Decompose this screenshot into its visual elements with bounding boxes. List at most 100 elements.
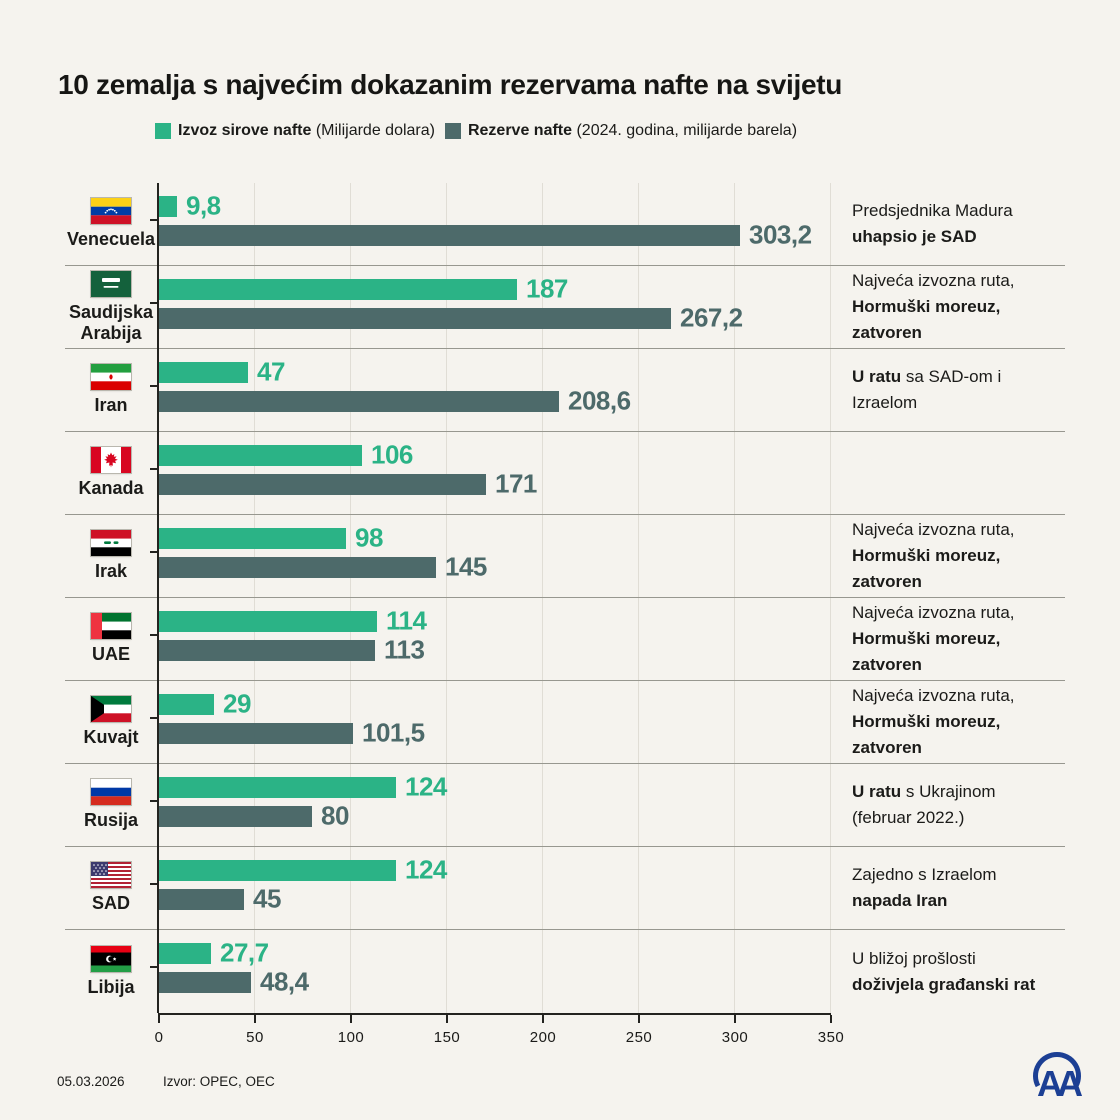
note-line: napada Iran (852, 891, 948, 910)
reserves-value-label: 113 (384, 634, 425, 665)
x-tick-label: 350 (817, 1029, 845, 1046)
reserves-value-label: 80 (321, 800, 349, 831)
source-label: Izvor: OPEC, OEC (163, 1074, 275, 1089)
export-bar: 124 (158, 854, 447, 884)
x-tick-mark (254, 1015, 256, 1023)
export-bar: 47 (158, 356, 285, 386)
export-value-label: 47 (257, 356, 285, 387)
export-value-label: 27,7 (220, 937, 269, 968)
export-bar: 98 (158, 522, 383, 552)
country-note: U ratu s Ukrajinom (februar 2022.) (852, 779, 1065, 831)
x-tick-label: 300 (721, 1029, 749, 1046)
reserves-swatch-icon (444, 123, 461, 139)
plot-cell: 124 45 (150, 847, 830, 929)
row-tick (150, 634, 158, 636)
note-line: Hormuški moreuz, (852, 546, 1001, 565)
plot-cell: 187 267,2 (150, 266, 830, 348)
gridline (830, 183, 831, 1013)
country-note: Najveća izvozna ruta, Hormuški moreuz, zat… (852, 600, 1065, 678)
country-note: U bližoj prošlosti doživjela građanski ra… (852, 946, 1065, 998)
export-bar: 27,7 (158, 937, 269, 967)
note-line: U bližoj prošlosti (852, 948, 976, 968)
reserves-bar: 113 (158, 634, 425, 664)
x-tick-label: 100 (337, 1029, 365, 1046)
country-label-cell: Rusija (65, 764, 157, 846)
gridline (254, 183, 255, 1013)
x-tick-mark (638, 1015, 640, 1023)
note-line: Najveća izvozna ruta, (852, 271, 1015, 290)
table-row: Rusija 124 80 U ratu s Ukrajinom (februar 20… (65, 764, 1065, 847)
x-tick-label: 0 (154, 1029, 164, 1046)
plot-cell: 9,8 303,2 (150, 183, 830, 265)
gridline (350, 183, 351, 1013)
y-axis-line (157, 183, 159, 1013)
x-tick-label: 50 (246, 1029, 264, 1046)
table-row: Iran 47 208,6 U ratu sa SAD-om i Izraelom (65, 349, 1065, 432)
country-name: Saudijska Arabija (68, 301, 154, 343)
reserves-value-label: 208,6 (568, 385, 631, 416)
table-row: SAD 124 45 Zajedno s Izraelom napada Iran (65, 847, 1065, 930)
country-note: Predsjednika Madura uhapsio je SAD (852, 198, 1065, 250)
country-name: Rusija (83, 810, 139, 830)
note-line: (februar 2022.) (852, 808, 965, 827)
export-bar: 29 (158, 688, 251, 718)
note-line: Hormuški moreuz, (852, 297, 1001, 316)
country-note: Najveća izvozna ruta, Hormuški moreuz, zat… (852, 683, 1065, 761)
row-tick (150, 883, 158, 885)
reserves-bar: 45 (158, 883, 281, 913)
country-label-cell: SAD (65, 847, 157, 929)
country-name: Kuvajt (83, 727, 139, 747)
note-line: Najveća izvozna ruta, (852, 520, 1015, 539)
x-tick-mark (830, 1015, 832, 1023)
export-bar: 124 (158, 771, 447, 801)
export-value-label: 124 (405, 771, 447, 802)
note-line: Hormuški moreuz, (852, 629, 1001, 648)
reserves-bar: 48,4 (158, 966, 309, 996)
table-row: Kanada 106 171 (65, 432, 1065, 515)
export-value-label: 124 (405, 854, 447, 885)
legend-export-label: Izvoz sirove nafte (Milijarde dolara) (178, 122, 435, 139)
country-name: Venecuela (66, 229, 156, 249)
legend-item-reserves: Rezerve nafte (2024. godina, milijarde b… (444, 122, 798, 140)
reserves-bar: 171 (158, 468, 537, 498)
gridline (734, 183, 735, 1013)
reserves-value-label: 303,2 (749, 219, 812, 250)
plot-cell: 27,7 48,4 (150, 930, 830, 1013)
table-row: UAE 114 113 Najveća izvozna ruta, Hormuški m… (65, 598, 1065, 681)
reserves-value-label: 48,4 (260, 966, 309, 997)
plot-cell: 114 113 (150, 598, 830, 680)
table-row: Kuvajt 29 101,5 Najveća izvozna ruta, Hormuš… (65, 681, 1065, 764)
export-bar: 114 (158, 605, 427, 635)
note-line: zatvoren (852, 738, 922, 757)
reserves-value-label: 267,2 (680, 302, 743, 333)
reserves-bar: 101,5 (158, 717, 425, 747)
reserves-bar: 80 (158, 800, 349, 830)
plot-cell: 98 145 (150, 515, 830, 597)
aa-agency-logo-icon: AA (1026, 1042, 1089, 1104)
reserves-bar: 267,2 (158, 302, 743, 332)
note-line: Najveća izvozna ruta, (852, 686, 1015, 705)
note-line: Izraelom (852, 393, 918, 412)
plot-cell: 29 101,5 (150, 681, 830, 763)
export-bar: 106 (158, 439, 413, 469)
gridline (542, 183, 543, 1013)
export-bar: 187 (158, 273, 568, 303)
row-tick (150, 800, 158, 802)
legend: Izvoz sirove nafte (Milijarde dolara) Re… (155, 122, 797, 140)
export-value-label: 9,8 (186, 190, 221, 221)
bar-chart: Venecuela 9,8 303,2 Predsjednika Madura uhap… (65, 183, 1065, 1013)
legend-item-export: Izvoz sirove nafte (Milijarde dolara) (155, 122, 435, 140)
flag-kw-icon (91, 696, 131, 722)
country-label-cell: Saudijska Arabija (65, 266, 157, 348)
note-line: Najveća izvozna ruta, (852, 603, 1015, 622)
table-row: Venecuela 9,8 303,2 Predsjednika Madura uhap… (65, 183, 1065, 266)
reserves-value-label: 45 (253, 883, 281, 914)
country-label-cell: Kuvajt (65, 681, 157, 763)
x-tick-label: 150 (433, 1029, 461, 1046)
legend-reserves-label: Rezerve nafte (2024. godina, milijarde b… (467, 122, 798, 139)
note-line: U ratu s Ukrajinom (852, 782, 996, 801)
x-tick-mark (542, 1015, 544, 1023)
country-note: Zajedno s Izraelom napada Iran (852, 862, 1065, 914)
flag-ca-icon (91, 447, 131, 473)
note-line: zatvoren (852, 323, 922, 342)
